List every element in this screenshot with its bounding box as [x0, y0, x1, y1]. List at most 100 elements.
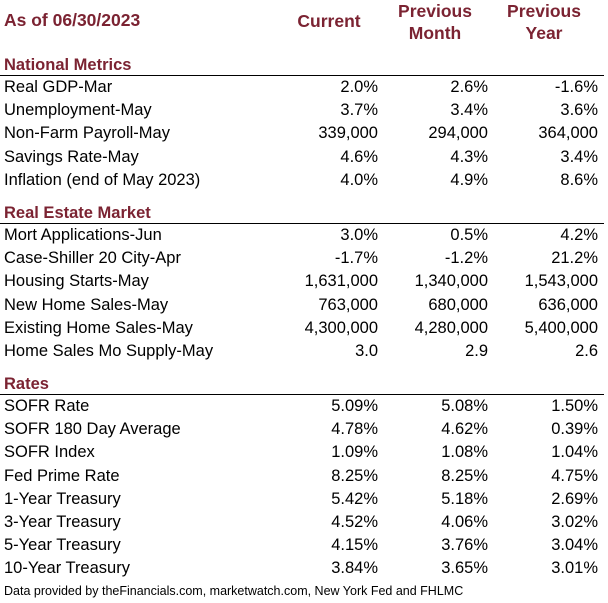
row-label: Existing Home Sales-May	[4, 318, 193, 337]
previous-month-value: 2.6%	[450, 78, 488, 96]
row-label: New Home Sales-May	[4, 295, 169, 314]
table-row: Home Sales Mo Supply-May 3.0 2.9 2.6	[0, 340, 604, 363]
previous-year-value: 5,400,000	[524, 318, 598, 337]
previous-year-value: 636,000	[538, 295, 598, 314]
table-row: Savings Rate-May 4.6% 4.3% 3.4%	[0, 146, 604, 169]
row-label: Inflation (end of May 2023)	[4, 170, 201, 189]
previous-month-value: 3.4%	[450, 101, 488, 120]
row-label: Mort Applications-Jun	[4, 226, 162, 244]
as-of-date-title: As of 06/30/2023	[4, 10, 141, 30]
previous-month-value: 5.08%	[441, 397, 488, 415]
previous-year-value: 3.02%	[551, 512, 598, 531]
column-header-current: Current	[297, 11, 361, 31]
table-row: Non-Farm Payroll-May 339,000 294,000 364,00…	[0, 122, 604, 145]
table-row: Housing Starts-May 1,631,000 1,340,000 1,54…	[0, 270, 604, 293]
table-row: SOFR Rate 5.09% 5.08% 1.50%	[0, 395, 604, 418]
previous-month-value: 680,000	[428, 295, 488, 314]
previous-year-value: -1.6%	[554, 78, 598, 96]
previous-year-value: 0.39%	[551, 420, 598, 439]
previous-month-value: 1,340,000	[414, 272, 488, 291]
table-header: As of 06/30/2023 Current Previous Month …	[0, 0, 608, 48]
current-value: 4.78%	[331, 420, 378, 439]
current-value: 3.0%	[340, 226, 378, 244]
row-label: 3-Year Treasury	[4, 512, 121, 531]
current-value: 2.0%	[340, 78, 378, 96]
previous-month-value: 4,280,000	[414, 318, 488, 337]
previous-year-value: 3.01%	[551, 559, 598, 578]
previous-month-value: 3.65%	[441, 559, 488, 578]
table-row: New Home Sales-May 763,000 680,000 636,000	[0, 294, 604, 317]
column-header-previous-year: Previous Year	[507, 1, 581, 43]
previous-year-value: 3.04%	[551, 536, 598, 555]
table-row: Existing Home Sales-May 4,300,000 4,280,00…	[0, 317, 604, 340]
table-row: 3-Year Treasury 4.52% 4.06% 3.02%	[0, 511, 604, 534]
current-value: 4,300,000	[304, 318, 378, 337]
table-row: Real GDP-Mar 2.0% 2.6% -1.6%	[0, 76, 604, 99]
section-national-metrics: National Metrics Real GDP-Mar 2.0% 2.6% -1.6…	[0, 55, 604, 192]
row-label: Unemployment-May	[4, 101, 152, 120]
previous-month-value: 0.5%	[450, 226, 488, 244]
row-label: Non-Farm Payroll-May	[4, 124, 170, 143]
column-header-previous-month: Previous Month	[398, 1, 472, 43]
row-label: SOFR Rate	[4, 397, 90, 415]
previous-year-value: 8.6%	[560, 170, 598, 189]
table-row: Mort Applications-Jun 3.0% 0.5% 4.2%	[0, 224, 604, 247]
previous-month-value: 294,000	[428, 124, 488, 143]
row-label: Fed Prime Rate	[4, 466, 120, 485]
table-row: SOFR Index 1.09% 1.08% 1.04%	[0, 441, 604, 464]
data-source-footer: Data provided by theFinancials.com, mark…	[4, 584, 464, 598]
previous-month-value: -1.2%	[444, 249, 488, 268]
section-real-estate-market: Real Estate Market Mort Applications-Jun 3…	[0, 203, 604, 363]
table-row: SOFR 180 Day Average 4.78% 4.62% 0.39%	[0, 418, 604, 441]
current-value: 1.09%	[331, 443, 378, 462]
previous-month-value: 5.18%	[441, 489, 488, 508]
previous-month-value: 4.3%	[450, 147, 488, 166]
row-label: Home Sales Mo Supply-May	[4, 341, 214, 360]
current-value: 3.84%	[331, 559, 378, 578]
section-title: Real Estate Market	[0, 203, 604, 224]
previous-year-value: 3.6%	[560, 101, 598, 120]
current-value: -1.7%	[334, 249, 378, 268]
current-value: 763,000	[318, 295, 378, 314]
current-value: 4.0%	[340, 170, 378, 189]
current-value: 339,000	[318, 124, 378, 143]
table-row: Unemployment-May 3.7% 3.4% 3.6%	[0, 99, 604, 122]
current-value: 8.25%	[331, 466, 378, 485]
current-value: 1,631,000	[304, 272, 378, 291]
table-row: 1-Year Treasury 5.42% 5.18% 2.69%	[0, 488, 604, 511]
previous-month-value: 1.08%	[441, 443, 488, 462]
previous-year-value: 2.6	[575, 341, 598, 360]
row-label: Housing Starts-May	[4, 272, 149, 291]
table-row: Fed Prime Rate 8.25% 8.25% 4.75%	[0, 465, 604, 488]
current-value: 4.15%	[331, 536, 378, 555]
current-value: 4.6%	[340, 147, 378, 166]
row-label: 5-Year Treasury	[4, 536, 121, 555]
previous-month-value: 4.9%	[450, 170, 488, 189]
row-label: SOFR 180 Day Average	[4, 420, 181, 439]
previous-year-value: 4.75%	[551, 466, 598, 485]
table-row: 10-Year Treasury 3.84% 3.65% 3.01%	[0, 557, 604, 580]
previous-month-value: 8.25%	[441, 466, 488, 485]
previous-year-value: 2.69%	[551, 489, 598, 508]
row-label: 10-Year Treasury	[4, 559, 130, 578]
previous-year-value: 21.2%	[551, 249, 598, 268]
table-row: 5-Year Treasury 4.15% 3.76% 3.04%	[0, 534, 604, 557]
previous-month-value: 2.9	[465, 341, 488, 360]
previous-year-value: 1,543,000	[524, 272, 598, 291]
previous-month-value: 4.06%	[441, 512, 488, 531]
section-title: National Metrics	[0, 55, 604, 76]
row-label: Savings Rate-May	[4, 147, 139, 166]
previous-year-value: 364,000	[538, 124, 598, 143]
current-value: 3.0	[355, 341, 378, 360]
row-label: Real GDP-Mar	[4, 78, 113, 96]
section-rates: Rates SOFR Rate 5.09% 5.08% 1.50% SOFR 180 Da…	[0, 374, 604, 581]
row-label: Case-Shiller 20 City-Apr	[4, 249, 181, 268]
current-value: 3.7%	[340, 101, 378, 120]
previous-month-value: 4.62%	[441, 420, 488, 439]
table-row: Case-Shiller 20 City-Apr -1.7% -1.2% 21.2%	[0, 247, 604, 270]
previous-year-value: 4.2%	[560, 226, 598, 244]
previous-year-value: 1.50%	[551, 397, 598, 415]
current-value: 4.52%	[331, 512, 378, 531]
previous-year-value: 3.4%	[560, 147, 598, 166]
previous-month-value: 3.76%	[441, 536, 488, 555]
